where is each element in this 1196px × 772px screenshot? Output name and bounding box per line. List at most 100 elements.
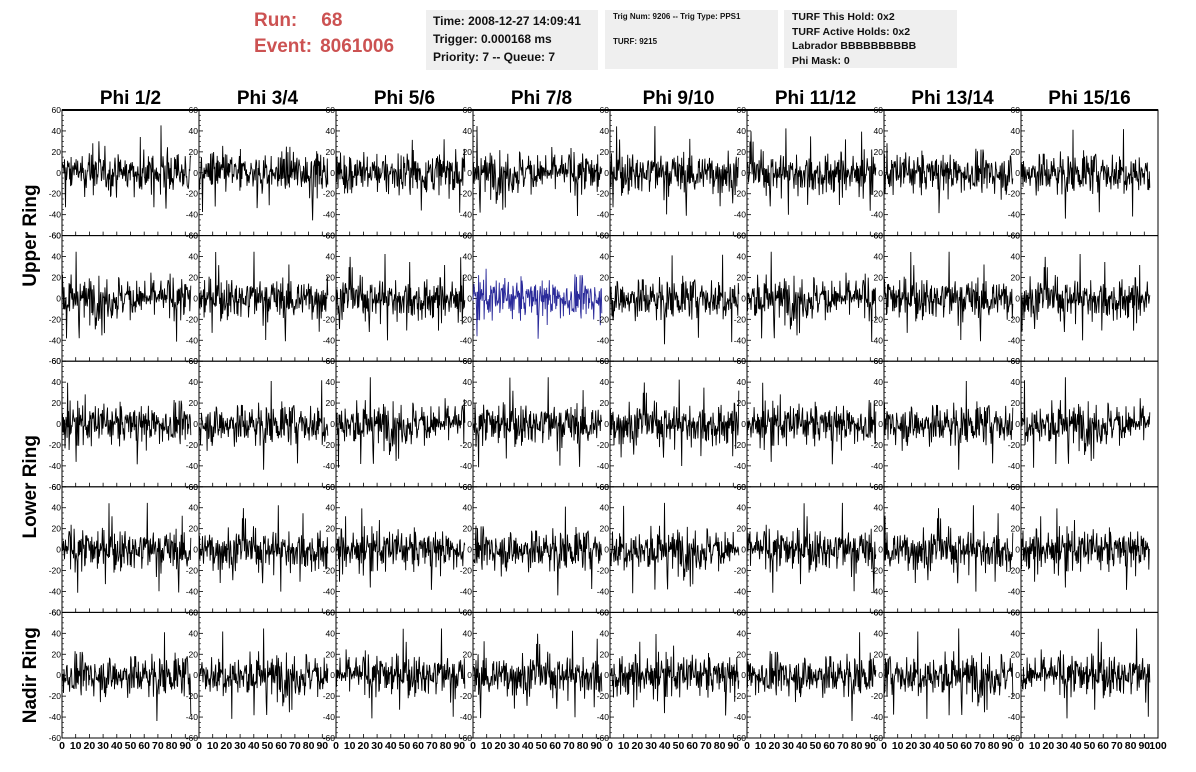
- y-tick-label: 40: [326, 377, 336, 387]
- y-tick-label: -20: [186, 566, 199, 576]
- run-value: 68: [321, 10, 343, 31]
- y-tick-label: 0: [330, 419, 335, 429]
- y-tick-label: 20: [600, 147, 610, 157]
- y-tick-label: 20: [463, 649, 473, 659]
- y-tick-label: 20: [1011, 649, 1021, 659]
- y-tick-label: -40: [460, 210, 473, 220]
- y-tick-label: -60: [871, 733, 884, 743]
- y-tick-label: -60: [460, 733, 473, 743]
- waveform-trace: [472, 506, 603, 596]
- y-tick-label: -40: [871, 461, 884, 471]
- turf-text: TURF: 9215: [613, 37, 658, 46]
- y-tick-label: 40: [874, 377, 884, 387]
- y-tick-label: -40: [871, 210, 884, 220]
- y-tick-label: -40: [734, 712, 747, 722]
- y-tick-label: -60: [597, 733, 610, 743]
- y-tick-label: -60: [49, 733, 62, 743]
- x-tick-label: 70: [426, 740, 438, 752]
- waveform-trace: [609, 633, 740, 716]
- y-tick-label: -20: [49, 691, 62, 701]
- x-tick-label: 70: [837, 740, 849, 752]
- y-tick-label: 0: [741, 168, 746, 178]
- y-tick-label: 0: [604, 670, 609, 680]
- y-tick-label: -20: [871, 189, 884, 199]
- x-tick-label: 70: [700, 740, 712, 752]
- x-tick-label: 10: [1029, 740, 1041, 752]
- x-tick-label: 30: [782, 740, 794, 752]
- waveform-trace: [472, 630, 603, 719]
- x-tick-label: 50: [810, 740, 822, 752]
- x-tick-label: 50: [673, 740, 685, 752]
- waveform-trace: [198, 628, 329, 719]
- x-tick-label: 30: [1056, 740, 1068, 752]
- y-tick-label: 20: [52, 398, 62, 408]
- x-tick-label: 0: [881, 740, 887, 752]
- y-tick-label: 20: [874, 272, 884, 282]
- y-tick-label: -40: [49, 335, 62, 345]
- y-tick-label: 0: [604, 419, 609, 429]
- y-tick-label: 20: [1011, 398, 1021, 408]
- waveform-trace: [335, 139, 466, 213]
- y-tick-label: 40: [600, 628, 610, 638]
- x-tick-label: 40: [385, 740, 397, 752]
- y-tick-label: 40: [1011, 126, 1021, 136]
- y-tick-label: 40: [52, 628, 62, 638]
- y-tick-label: 40: [737, 252, 747, 262]
- x-tick-label: 70: [289, 740, 301, 752]
- y-tick-label: 40: [874, 126, 884, 136]
- y-tick-label: 0: [56, 293, 61, 303]
- y-tick-label: 60: [874, 607, 884, 617]
- y-tick-label: 40: [1011, 377, 1021, 387]
- y-tick-label: 40: [600, 126, 610, 136]
- turf-this-hold-text: TURF This Hold: 0x2: [792, 11, 895, 23]
- y-tick-label: 60: [463, 607, 473, 617]
- waveform-trace: [1020, 129, 1151, 219]
- y-tick-label: -20: [460, 440, 473, 450]
- time-text: Time: 2008-12-27 14:09:41: [433, 14, 581, 28]
- waveform-trace: [198, 505, 329, 592]
- y-tick-label: 20: [326, 398, 336, 408]
- y-tick-label: -20: [734, 691, 747, 701]
- y-tick-label: 60: [737, 356, 747, 366]
- y-tick-label: -40: [323, 335, 336, 345]
- y-tick-label: 60: [600, 482, 610, 492]
- trigger-text: Trigger: 0.000168 ms: [433, 32, 552, 46]
- y-tick-label: 0: [604, 168, 609, 178]
- waveform-trace: [883, 380, 1014, 470]
- y-tick-label: 0: [467, 670, 472, 680]
- y-tick-label: -40: [460, 712, 473, 722]
- column-title: Phi 1/2: [100, 88, 161, 109]
- y-tick-label: 40: [463, 377, 473, 387]
- x-tick-label: 40: [1070, 740, 1082, 752]
- y-tick-label: 60: [874, 356, 884, 366]
- y-tick-label: -20: [871, 314, 884, 324]
- y-tick-label: 20: [326, 147, 336, 157]
- y-tick-label: 0: [330, 545, 335, 555]
- y-tick-label: 20: [737, 649, 747, 659]
- x-tick-label: 10: [892, 740, 904, 752]
- y-tick-label: 20: [52, 272, 62, 282]
- y-tick-label: 60: [189, 482, 199, 492]
- y-tick-label: 60: [600, 231, 610, 241]
- y-tick-label: -20: [460, 691, 473, 701]
- y-tick-label: 40: [1011, 252, 1021, 262]
- x-tick-label: 20: [221, 740, 233, 752]
- y-tick-label: 60: [52, 356, 62, 366]
- y-tick-label: -40: [871, 712, 884, 722]
- y-tick-label: 60: [874, 482, 884, 492]
- y-tick-label: 0: [467, 168, 472, 178]
- y-tick-label: 20: [600, 649, 610, 659]
- y-tick-label: 20: [189, 398, 199, 408]
- x-tick-label: 100: [1149, 740, 1167, 752]
- y-tick-label: 60: [326, 482, 336, 492]
- waveform-trace: [335, 628, 466, 719]
- x-tick-label: 30: [508, 740, 520, 752]
- waveform-trace: [746, 251, 877, 342]
- waveform-trace: [198, 380, 329, 470]
- waveform-trace: [1020, 377, 1151, 468]
- y-tick-label: 0: [1015, 419, 1020, 429]
- y-tick-label: 40: [326, 503, 336, 513]
- run-event-header: Run: 68 Event: 8061006: [254, 8, 394, 60]
- x-tick-label: 80: [714, 740, 726, 752]
